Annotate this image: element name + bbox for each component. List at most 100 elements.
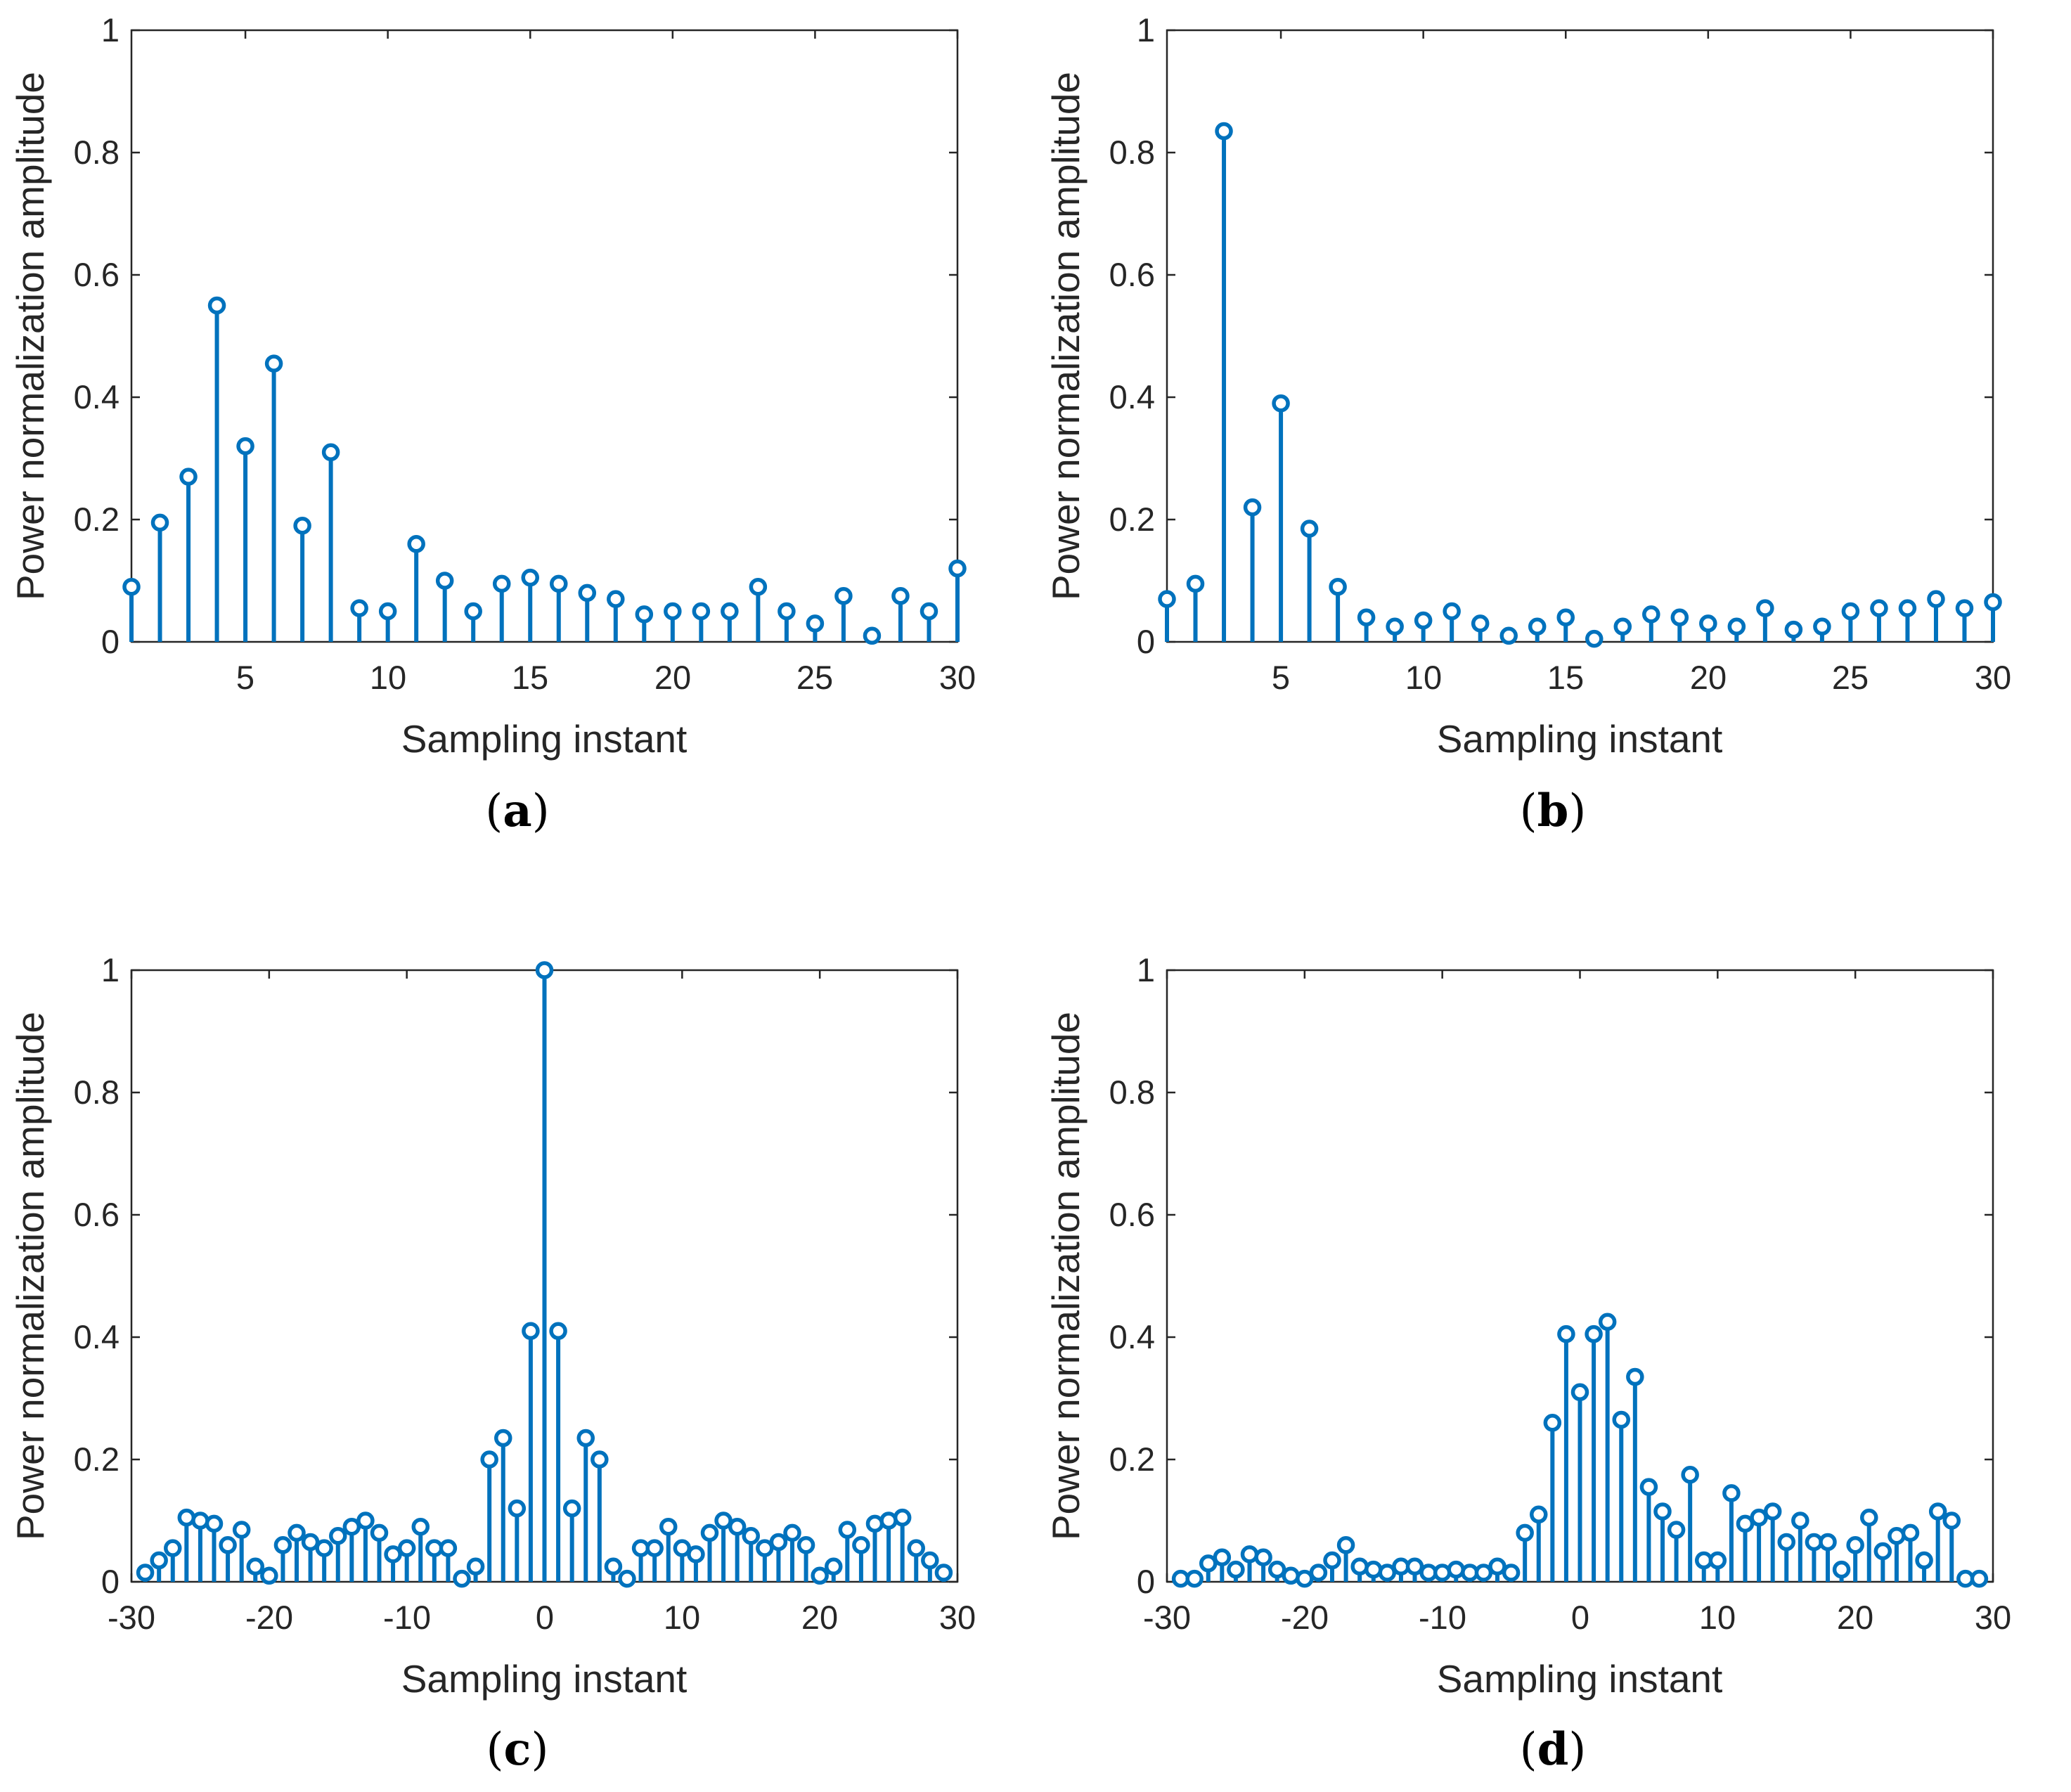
stem-marker	[384, 1545, 402, 1564]
x-tick-label: 20	[654, 659, 691, 696]
stem-marker	[1870, 599, 1888, 617]
stem-marker	[1254, 1548, 1272, 1566]
stem-marker	[1819, 1533, 1837, 1552]
stem-marker	[1474, 1564, 1493, 1582]
stem-marker	[207, 296, 226, 315]
stem-marker	[205, 1514, 224, 1533]
stem-marker	[179, 468, 198, 486]
stem-marker	[315, 1539, 333, 1557]
stem-marker	[1898, 599, 1917, 617]
stem-marker	[342, 1517, 361, 1536]
stem-marker	[769, 1533, 788, 1552]
x-tick-label: 10	[1699, 1599, 1736, 1636]
x-tick-label: -20	[245, 1599, 293, 1636]
stem-marker	[356, 1511, 375, 1530]
stem-marker	[236, 437, 254, 456]
stem-marker	[370, 1523, 389, 1542]
stem-marker	[1639, 1478, 1658, 1496]
stem-marker	[1832, 1560, 1851, 1579]
stem-marker	[407, 535, 425, 553]
stem-marker	[1502, 1564, 1521, 1582]
stem-marker	[1722, 1484, 1741, 1502]
stem-marker	[1296, 1569, 1314, 1588]
stem-marker	[934, 1564, 953, 1582]
stem-marker	[1240, 1545, 1259, 1564]
stem-marker	[645, 1539, 664, 1557]
stem-marker	[1499, 626, 1518, 645]
stem-marker	[1585, 629, 1604, 648]
stem-marker	[411, 1517, 430, 1536]
x-tick-label: 30	[939, 1599, 976, 1636]
x-tick-label: 15	[512, 659, 548, 696]
y-tick-label: 0.4	[74, 378, 120, 415]
stem-marker	[659, 1517, 678, 1536]
stem-marker	[150, 513, 169, 532]
stem-marker	[673, 1539, 692, 1557]
stem-marker	[439, 1539, 458, 1557]
stem-marker	[1185, 1569, 1204, 1588]
stem-marker	[1433, 1564, 1452, 1582]
stem-marker	[219, 1536, 237, 1554]
stem-series	[122, 296, 967, 645]
x-tick-labels: 5 10 15 20 25 30	[1272, 659, 2011, 696]
stem-marker	[1841, 602, 1860, 621]
x-axis-label: Sampling instant	[401, 717, 688, 761]
stem-marker	[834, 587, 853, 605]
stem-marker	[604, 1557, 623, 1575]
stem-marker	[480, 1450, 498, 1469]
stem-marker	[508, 1499, 527, 1518]
x-tick-labels: -30 -20 -10 0 10 20 30	[1143, 1599, 2011, 1636]
stem-marker	[1309, 1564, 1328, 1582]
stem-marker	[700, 1523, 719, 1542]
stem-marker	[1901, 1523, 1920, 1542]
y-tick-labels: 0 0.2 0.4 0.6 0.8 1	[74, 951, 120, 1600]
stem-marker	[1763, 1502, 1782, 1521]
stem-marker	[635, 605, 654, 624]
stem-marker	[1915, 1551, 1933, 1570]
stem-marker	[1386, 617, 1404, 636]
stem-marker	[576, 1429, 595, 1448]
stem-marker	[1556, 608, 1575, 626]
panel-b: 0 0.2 0.4 0.6 0.8 1 5 10 15 20 25 30 Sam…	[1036, 0, 2071, 896]
caption-letter: a	[503, 785, 531, 837]
y-tick-label: 0.2	[1109, 1440, 1155, 1478]
stem-marker	[1323, 1551, 1341, 1570]
stem-marker	[1813, 617, 1831, 636]
y-tick-label: 1	[1137, 951, 1155, 988]
stem-marker	[1243, 498, 1262, 517]
stem-marker	[1984, 593, 2002, 612]
x-tick-label: 10	[664, 1599, 700, 1636]
stem-marker	[1708, 1551, 1727, 1570]
stem-marker	[1598, 1313, 1617, 1331]
stem-marker	[1784, 620, 1803, 639]
stem-marker	[687, 1545, 705, 1564]
y-tick-label: 0.2	[74, 1440, 120, 1478]
stem-marker	[1300, 520, 1319, 538]
stem-marker	[1846, 1536, 1864, 1554]
stem-marker	[907, 1539, 925, 1557]
stem-marker	[435, 572, 454, 590]
stem-marker	[1750, 1508, 1768, 1527]
x-tick-label: 30	[939, 659, 976, 696]
x-tick-label: 25	[1832, 659, 1869, 696]
x-axis-label: Sampling instant	[401, 1657, 688, 1701]
caption-letter: c	[504, 1723, 531, 1776]
x-tick-label: -30	[108, 1599, 155, 1636]
stem-marker	[607, 590, 625, 608]
stem-marker	[891, 587, 910, 605]
stem-marker	[1443, 602, 1461, 621]
stem-marker	[714, 1511, 733, 1530]
y-tick-label: 0.8	[74, 1074, 120, 1111]
stem-marker	[549, 1322, 567, 1341]
stem-marker	[1670, 608, 1689, 626]
stem-marker	[1699, 614, 1717, 633]
x-tick-label: -30	[1143, 1599, 1191, 1636]
stem-marker	[1860, 1508, 1878, 1527]
stem-marker	[1612, 1410, 1630, 1429]
y-tick-label: 0	[1137, 623, 1155, 660]
stem-marker	[246, 1557, 264, 1575]
caption-letter: d	[1537, 1723, 1569, 1776]
panel-d: 0 0.2 0.4 0.6 0.8 1 -30 -20 -10 0 10 20 …	[1036, 896, 2071, 1791]
x-axis-label: Sampling instant	[1437, 1657, 1723, 1701]
y-tick-label: 1	[101, 11, 120, 49]
